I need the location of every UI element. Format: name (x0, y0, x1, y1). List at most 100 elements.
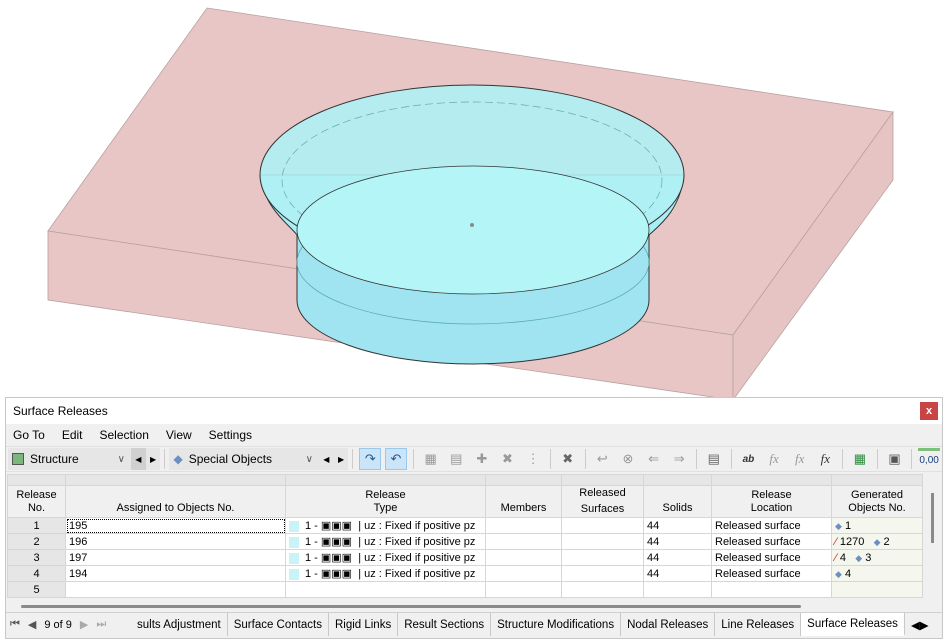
last-page-icon[interactable]: ⏭ (96, 618, 107, 630)
menu-selection[interactable]: Selection (99, 428, 149, 442)
move-right-icon[interactable]: ⇒ (673, 451, 685, 466)
menu-settings[interactable]: Settings (208, 428, 253, 442)
move-left-icon[interactable]: ⇐ (648, 451, 660, 466)
text-format-icon[interactable]: ab (742, 453, 755, 465)
tab-sults-adjustment[interactable]: sults Adjustment (131, 613, 228, 636)
delete-cells-icon[interactable]: ✖ (502, 451, 513, 466)
cell-location[interactable]: Released surface (711, 565, 832, 582)
split-icon[interactable]: ⋮ (526, 451, 540, 466)
add-icon[interactable]: ✚ (476, 451, 488, 466)
table-tabs: ⏮ ◀ 9 of 9 ▶ ⏭ sults Adjustment Surface C… (6, 612, 942, 636)
select-in-model-icon[interactable]: ↷ (359, 448, 382, 470)
tab-nodal-releases[interactable]: Nodal Releases (621, 613, 716, 636)
menu-edit[interactable]: Edit (61, 428, 83, 442)
cell-solids[interactable]: 44 (643, 517, 712, 534)
prev-page-icon[interactable]: ◀ (27, 619, 37, 631)
next-button[interactable]: ▶ (145, 448, 161, 470)
cell-assigned[interactable]: 194 (65, 565, 286, 582)
divider (549, 449, 551, 469)
table-icon[interactable]: ▦ (424, 451, 437, 466)
function-view-icon[interactable]: fx (820, 451, 830, 466)
insert-row-icon[interactable]: ▤ (450, 451, 463, 466)
cell-type[interactable] (285, 581, 486, 598)
prev-button[interactable]: ◀ (130, 448, 146, 470)
color-swatch (289, 552, 299, 564)
cell-assigned[interactable]: 195 (65, 517, 286, 534)
first-page-icon[interactable]: ⏮ (10, 618, 20, 630)
table-row[interactable]: 4 194 1 - ▣▣▣ | uz : Fixed if positive p… (7, 565, 923, 582)
3d-viewport[interactable] (0, 0, 948, 402)
cell-solids[interactable]: 44 (643, 549, 712, 566)
header-release-type[interactable]: Release Type (285, 485, 486, 518)
tab-structure-modifications[interactable]: Structure Modifications (491, 613, 622, 636)
cell-solids[interactable] (643, 581, 712, 598)
cell-surfaces[interactable] (561, 565, 644, 582)
cell-no: 3 (7, 549, 66, 566)
cell-location[interactable] (711, 581, 832, 598)
cell-location[interactable]: Released surface (711, 549, 832, 566)
horizontal-scrollbar[interactable] (21, 605, 801, 608)
excel-export-icon[interactable]: ▦ (853, 451, 867, 466)
cell-members[interactable] (485, 517, 562, 534)
cell-location[interactable]: Released surface (711, 533, 832, 550)
header-solids[interactable]: Solids (643, 485, 712, 518)
tab-surface-contacts[interactable]: Surface Contacts (227, 613, 329, 636)
cell-assigned[interactable]: 196 (65, 533, 286, 550)
header-surfaces[interactable]: Surfaces (561, 501, 644, 518)
tab-result-sections[interactable]: Result Sections (398, 613, 492, 636)
header-release-no[interactable]: Release No. (7, 485, 66, 518)
function-icon[interactable]: fx (769, 451, 779, 466)
next-page-icon[interactable]: ▶ (79, 619, 89, 631)
menu-view[interactable]: View (165, 428, 192, 442)
cell-surfaces[interactable] (561, 533, 644, 550)
columns-icon[interactable]: ▤ (707, 451, 720, 466)
select-in-table-icon[interactable]: ↶ (385, 448, 407, 470)
cell-type[interactable]: 1 - ▣▣▣ | uz : Fixed if positive pz (285, 549, 486, 566)
menu-goto[interactable]: Go To (13, 428, 45, 442)
structure-combo[interactable]: Structure ∨ (8, 448, 131, 470)
tab-scroll-arrows[interactable]: ◀▶ (904, 613, 935, 636)
table-row[interactable]: 2 196 1 - ▣▣▣ | uz : Fixed if positive p… (7, 533, 923, 550)
header-members[interactable]: Members (485, 485, 562, 518)
remove-row-icon[interactable]: ⊗ (622, 451, 634, 466)
cell-assigned[interactable] (65, 581, 286, 598)
header-location[interactable]: Release Location (711, 485, 832, 518)
divider (842, 449, 844, 469)
cell-type[interactable]: 1 - ▣▣▣ | uz : Fixed if positive pz (285, 533, 486, 550)
cell-surfaces[interactable] (561, 517, 644, 534)
cell-members[interactable] (485, 565, 562, 582)
vertical-scrollbar[interactable] (931, 493, 934, 543)
cell-location[interactable]: Released surface (711, 517, 832, 534)
number-format-icon[interactable]: 0,00 (918, 448, 940, 470)
cell-solids[interactable]: 44 (643, 565, 712, 582)
next-button[interactable]: ▶ (333, 448, 349, 470)
close-button[interactable]: x (920, 402, 938, 420)
cell-members[interactable] (485, 549, 562, 566)
prev-button[interactable]: ◀ (318, 448, 334, 470)
table-row[interactable]: 1 195 1 - ▣▣▣ | uz : Fixed if positive p… (7, 517, 923, 534)
cell-members[interactable] (485, 533, 562, 550)
tab-line-releases[interactable]: Line Releases (715, 613, 802, 636)
cell-surfaces[interactable] (561, 581, 644, 598)
cell-type[interactable]: 1 - ▣▣▣ | uz : Fixed if positive pz (285, 565, 486, 582)
function-delete-icon[interactable]: fx (794, 451, 805, 466)
cell-type[interactable]: 1 - ▣▣▣ | uz : Fixed if positive pz (285, 517, 486, 534)
cell-no: 4 (7, 565, 66, 582)
tab-surface-releases[interactable]: Surface Releases (801, 613, 905, 636)
wrap-icon[interactable]: ↩ (596, 451, 608, 466)
cell-members[interactable] (485, 581, 562, 598)
cell-surfaces[interactable] (561, 549, 644, 566)
tab-rigid-links[interactable]: Rigid Links (328, 613, 399, 636)
cell-solids[interactable]: 44 (643, 533, 712, 550)
type-code: 1 - ▣▣▣ (305, 568, 353, 580)
settings-table-icon[interactable]: ▣ (888, 451, 901, 466)
header-assigned[interactable]: Assigned to Objects No. (65, 485, 286, 518)
objects-combo[interactable]: ◆ Special Objects ∨ (169, 448, 319, 470)
gen-line: 4 (839, 551, 847, 564)
table-row[interactable]: 3 197 1 - ▣▣▣ | uz : Fixed if positive p… (7, 549, 923, 566)
cell-assigned[interactable]: 197 (65, 549, 286, 566)
table-row[interactable]: 5 (7, 581, 923, 598)
delete-icon[interactable]: ✖ (562, 451, 574, 466)
cell-no: 2 (7, 533, 66, 550)
header-generated[interactable]: Generated Objects No. (831, 485, 923, 518)
